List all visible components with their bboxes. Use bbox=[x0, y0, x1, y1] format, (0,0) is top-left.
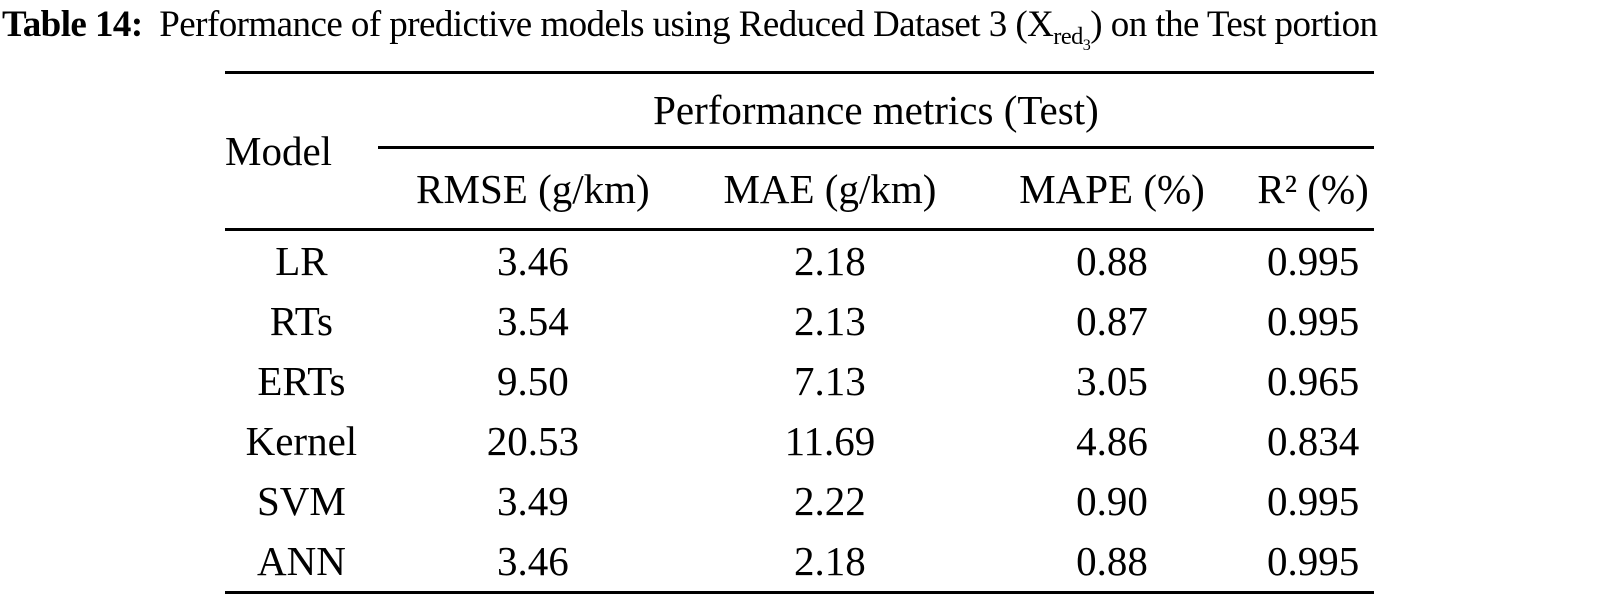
r2-cell: 0.995 bbox=[1266, 298, 1360, 344]
caption-text-after-subscript: ) on the Test portion bbox=[1090, 4, 1378, 45]
column-header-r2: R² (%) bbox=[1252, 147, 1374, 231]
caption-subscript: red3 bbox=[1053, 23, 1091, 54]
column-header-model: Model bbox=[225, 72, 378, 231]
mae-cell: 2.18 bbox=[794, 238, 866, 284]
r2-cell: 0.995 bbox=[1266, 478, 1360, 524]
mape-cell: 4.86 bbox=[1076, 418, 1148, 464]
caption-label: Table 14: bbox=[2, 4, 143, 45]
group-header-performance-metrics: Performance metrics (Test) bbox=[377, 72, 1374, 149]
metric-header-row: RMSE (g/km) MAE (g/km) MAPE (%) R² (%) bbox=[225, 147, 1374, 231]
rmse-cell: 3.54 bbox=[497, 298, 569, 344]
table-row-ann: ANN 3.46 2.18 0.88 0.995 bbox=[225, 531, 1374, 593]
column-header-rmse: RMSE (g/km) bbox=[377, 147, 689, 231]
mae-cell: 2.22 bbox=[794, 478, 866, 524]
mape-cell: 0.88 bbox=[1076, 238, 1148, 284]
performance-metrics-table: Model Performance metrics (Test) RMSE (g… bbox=[225, 71, 1374, 594]
column-header-mape: MAPE (%) bbox=[971, 147, 1253, 231]
mape-cell: 0.88 bbox=[1076, 538, 1148, 584]
model-cell: ERTs bbox=[257, 358, 346, 404]
mae-cell: 11.69 bbox=[784, 418, 876, 464]
caption-subsubscript: 3 bbox=[1082, 37, 1091, 55]
table-row-erts: ERTs 9.50 7.13 3.05 0.965 bbox=[225, 351, 1374, 411]
table-caption: Table 14: Performance of predictive model… bbox=[2, 1, 1378, 54]
model-cell: RTs bbox=[269, 298, 333, 344]
model-cell: Kernel bbox=[245, 418, 358, 464]
mae-cell: 2.13 bbox=[794, 298, 866, 344]
r2-cell: 0.995 bbox=[1266, 538, 1360, 584]
mape-cell: 0.87 bbox=[1076, 298, 1148, 344]
model-cell: ANN bbox=[256, 538, 346, 584]
r2-cell: 0.965 bbox=[1266, 358, 1360, 404]
model-cell: LR bbox=[275, 238, 328, 284]
table-row-kernel: Kernel 20.53 11.69 4.86 0.834 bbox=[225, 411, 1374, 471]
r2-cell: 0.995 bbox=[1266, 238, 1360, 284]
r2-cell: 0.834 bbox=[1266, 418, 1360, 464]
rmse-cell: 9.50 bbox=[497, 358, 569, 404]
caption-text-before-subscript: Performance of predictive models using R… bbox=[159, 4, 1054, 45]
rmse-cell: 3.46 bbox=[497, 538, 569, 584]
table-row-svm: SVM 3.49 2.22 0.90 0.995 bbox=[225, 471, 1374, 531]
table-row-lr: LR 3.46 2.18 0.88 0.995 bbox=[225, 230, 1374, 292]
rmse-cell: 3.49 bbox=[497, 478, 569, 524]
rmse-cell: 3.46 bbox=[497, 238, 569, 284]
model-cell: SVM bbox=[256, 478, 346, 524]
caption-subscript-text: red bbox=[1053, 23, 1083, 51]
mape-cell: 3.05 bbox=[1076, 358, 1148, 404]
mae-cell: 7.13 bbox=[794, 358, 866, 404]
table-row-rts: RTs 3.54 2.13 0.87 0.995 bbox=[225, 291, 1374, 351]
rmse-cell: 20.53 bbox=[486, 418, 580, 464]
group-header-row: Model Performance metrics (Test) bbox=[225, 72, 1374, 231]
column-header-mae: MAE (g/km) bbox=[688, 147, 972, 231]
mape-cell: 0.90 bbox=[1076, 478, 1148, 524]
mae-cell: 2.18 bbox=[794, 538, 866, 584]
